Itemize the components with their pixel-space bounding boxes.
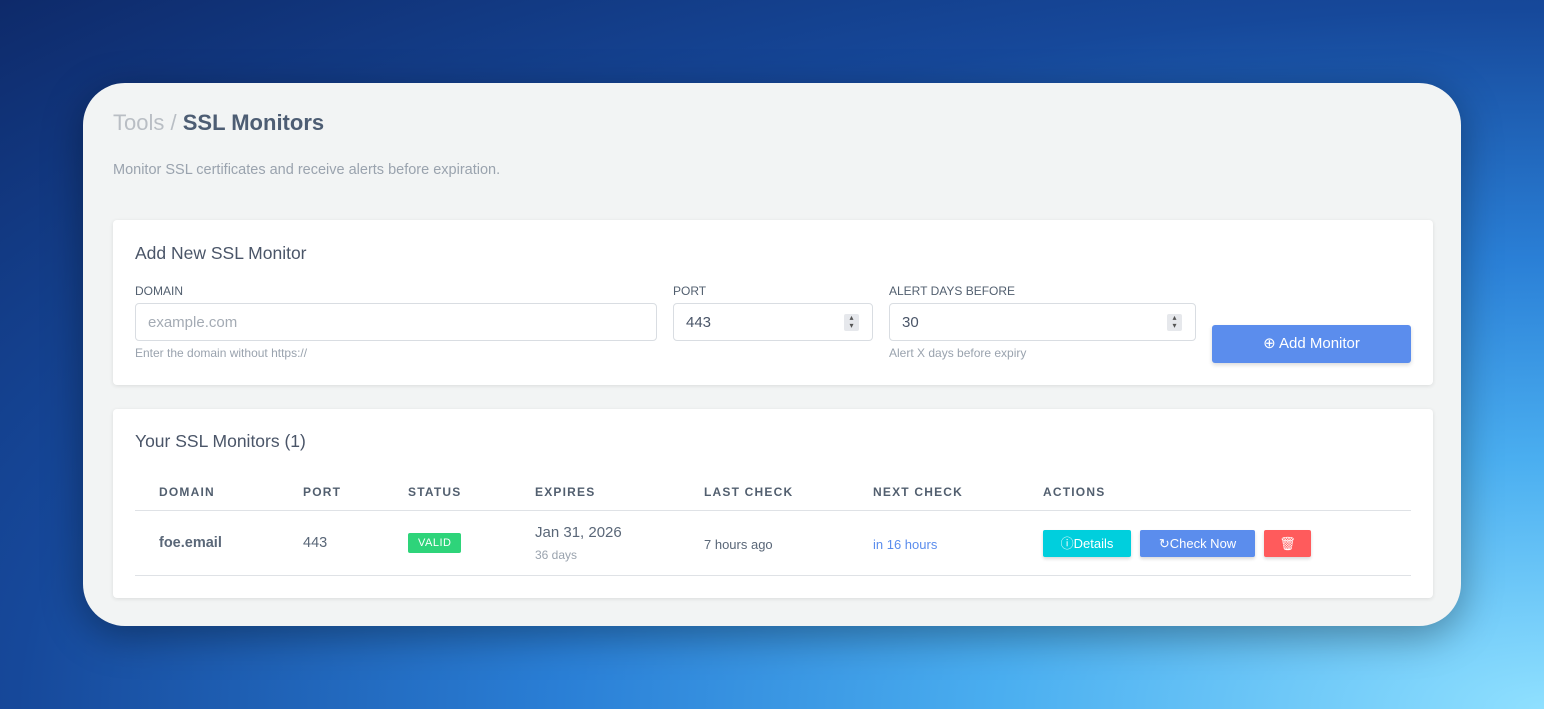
check-now-label: Check Now [1169,536,1237,551]
column-header: DOMAIN [159,485,215,499]
column-header: LAST CHECK [704,485,794,499]
next-check-cell: in 16 hours [873,537,938,552]
breadcrumb-parent[interactable]: Tools [113,110,165,135]
divider [135,510,1411,511]
column-header: STATUS [408,485,462,499]
app-window: Tools / SSL Monitors Monitor SSL certifi… [83,83,1461,626]
refresh-icon: ↻ [1158,536,1170,551]
alert-days-value: 30 [902,314,919,331]
domain-input[interactable]: example.com [135,303,657,341]
info-icon: ⓘ [1060,536,1074,551]
page-subtitle: Monitor SSL certificates and receive ale… [113,162,501,178]
last-check-cell: 7 hours ago [704,537,773,552]
alert-days-input[interactable]: 30 ▴ ▾ [889,303,1196,341]
column-header: ACTIONS [1043,485,1106,499]
check-now-button[interactable]: ↻Check Now [1140,530,1255,557]
add-monitor-button[interactable]: ⊕ Add Monitor [1212,325,1411,363]
details-button[interactable]: ⓘDetails [1043,530,1131,557]
domain-hint: Enter the domain without https:// [135,346,308,360]
port-input[interactable]: 443 ▴ ▾ [673,303,873,341]
alert-days-hint: Alert X days before expiry [889,346,1027,360]
add-monitor-card: Add New SSL Monitor DOMAIN example.com E… [113,220,1433,385]
column-header: EXPIRES [535,485,596,499]
port-cell: 443 [303,535,328,551]
breadcrumb-separator: / [170,110,177,135]
page-title: SSL Monitors [182,110,325,135]
alert-days-label: ALERT DAYS BEFORE [889,284,1016,298]
column-header: NEXT CHECK [873,485,964,499]
card-title: Add New SSL Monitor [135,243,307,263]
details-label: Details [1073,536,1114,551]
column-header: PORT [303,485,342,499]
trash-icon: 🗑 [1279,536,1296,551]
spinner-icon[interactable]: ▴ ▾ [1167,314,1182,331]
status-badge: VALID [408,533,462,553]
port-label: PORT [673,284,707,298]
delete-button[interactable]: 🗑 [1264,530,1311,557]
plus-circle-icon: ⊕ [1263,335,1276,352]
divider [135,575,1411,576]
breadcrumb: Tools / SSL Monitors [113,110,324,136]
spinner-icon[interactable]: ▴ ▾ [844,314,859,331]
add-monitor-label: Add Monitor [1279,335,1360,352]
domain-cell: foe.email [159,535,222,551]
domain-label: DOMAIN [135,284,183,298]
expires-days: 36 days [535,548,578,562]
card-title: Your SSL Monitors (1) [135,431,306,451]
monitors-card: Your SSL Monitors (1) DOMAIN PORT STATUS… [113,409,1433,598]
expires-date: Jan 31, 2026 [535,524,622,541]
port-value: 443 [686,314,712,331]
